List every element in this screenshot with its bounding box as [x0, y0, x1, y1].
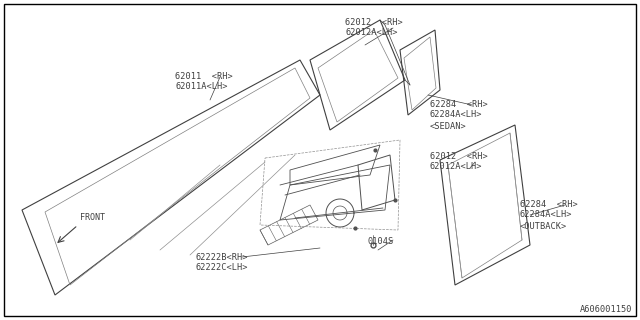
Text: FRONT: FRONT: [80, 213, 105, 222]
Text: 62012A<LH>: 62012A<LH>: [430, 162, 483, 171]
Text: 62284  <RH>: 62284 <RH>: [430, 100, 488, 109]
Text: 62222B<RH>: 62222B<RH>: [195, 253, 248, 262]
Text: A606001150: A606001150: [579, 305, 632, 314]
Text: 62012  <RH>: 62012 <RH>: [430, 152, 488, 161]
Text: 62284A<LH>: 62284A<LH>: [520, 210, 573, 219]
Text: <OUTBACK>: <OUTBACK>: [520, 222, 567, 231]
Text: 62222C<LH>: 62222C<LH>: [195, 263, 248, 272]
Text: 0104S: 0104S: [368, 237, 394, 246]
Text: 62284  <RH>: 62284 <RH>: [520, 200, 578, 209]
Text: <SEDAN>: <SEDAN>: [430, 122, 467, 131]
Text: 62012A<LH>: 62012A<LH>: [345, 28, 397, 37]
Text: 62012  <RH>: 62012 <RH>: [345, 18, 403, 27]
Text: 62011  <RH>: 62011 <RH>: [175, 72, 233, 81]
Text: 62011A<LH>: 62011A<LH>: [175, 82, 227, 91]
Text: 62284A<LH>: 62284A<LH>: [430, 110, 483, 119]
